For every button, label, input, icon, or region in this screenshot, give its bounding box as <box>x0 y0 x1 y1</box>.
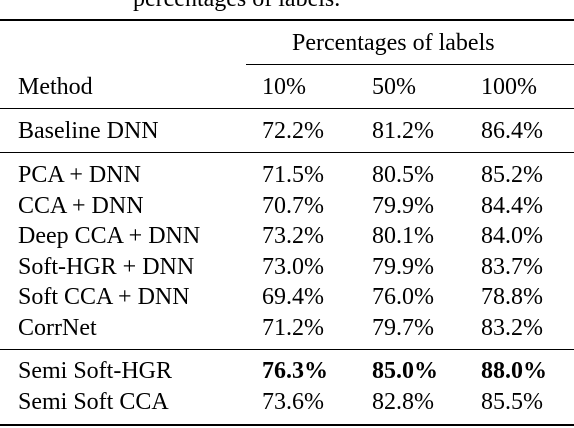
value-cell-50: 80.5% <box>372 162 434 188</box>
method-cell: CorrNet <box>18 315 97 341</box>
header-rule <box>0 108 574 109</box>
best-value-cell-100: 88.0% <box>481 358 547 384</box>
value-cell-50: 81.2% <box>372 118 434 144</box>
method-cell: Semi Soft CCA <box>18 389 169 415</box>
value-cell-50: 82.8% <box>372 389 434 415</box>
method-cell: Semi Soft-HGR <box>18 358 173 384</box>
value-cell-50: 79.9% <box>372 193 434 219</box>
method-cell: PCA + DNN <box>18 162 141 188</box>
column-header-50: 50% <box>372 74 416 100</box>
top-rule <box>0 19 574 21</box>
value-cell-10: 70.7% <box>262 193 324 219</box>
value-cell-10: 69.4% <box>262 284 324 310</box>
column-header-10: 10% <box>262 74 306 100</box>
value-cell-100: 84.0% <box>481 223 543 249</box>
best-value-cell-10: 76.3% <box>262 358 328 384</box>
value-cell-100: 83.2% <box>481 315 543 341</box>
column-header-method: Method <box>18 74 93 100</box>
value-cell-10: 72.2% <box>262 118 324 144</box>
value-cell-50: 79.7% <box>372 315 434 341</box>
value-cell-10: 73.2% <box>262 223 324 249</box>
value-cell-100: 84.4% <box>481 193 543 219</box>
method-cell: Deep CCA + DNN <box>18 223 201 249</box>
method-cell: Soft CCA + DNN <box>18 284 190 310</box>
value-cell-10: 73.6% <box>262 389 324 415</box>
method-cell: CCA + DNN <box>18 193 144 219</box>
value-cell-100: 85.2% <box>481 162 543 188</box>
comparison-rule <box>0 349 574 350</box>
caption-fragment: percentages of labels. <box>133 0 340 11</box>
group-header: Percentages of labels <box>292 30 495 56</box>
value-cell-100: 78.8% <box>481 284 543 310</box>
value-cell-50: 79.9% <box>372 254 434 280</box>
column-header-100: 100% <box>481 74 537 100</box>
method-cell: Baseline DNN <box>18 118 159 144</box>
bottom-rule <box>0 424 574 426</box>
value-cell-10: 71.2% <box>262 315 324 341</box>
value-cell-10: 71.5% <box>262 162 324 188</box>
value-cell-100: 86.4% <box>481 118 543 144</box>
value-cell-100: 85.5% <box>481 389 543 415</box>
value-cell-50: 80.1% <box>372 223 434 249</box>
method-cell: Soft-HGR + DNN <box>18 254 195 280</box>
group-header-rule <box>246 64 574 65</box>
best-value-cell-50: 85.0% <box>372 358 438 384</box>
value-cell-10: 73.0% <box>262 254 324 280</box>
baseline-rule <box>0 152 574 153</box>
value-cell-50: 76.0% <box>372 284 434 310</box>
value-cell-100: 83.7% <box>481 254 543 280</box>
